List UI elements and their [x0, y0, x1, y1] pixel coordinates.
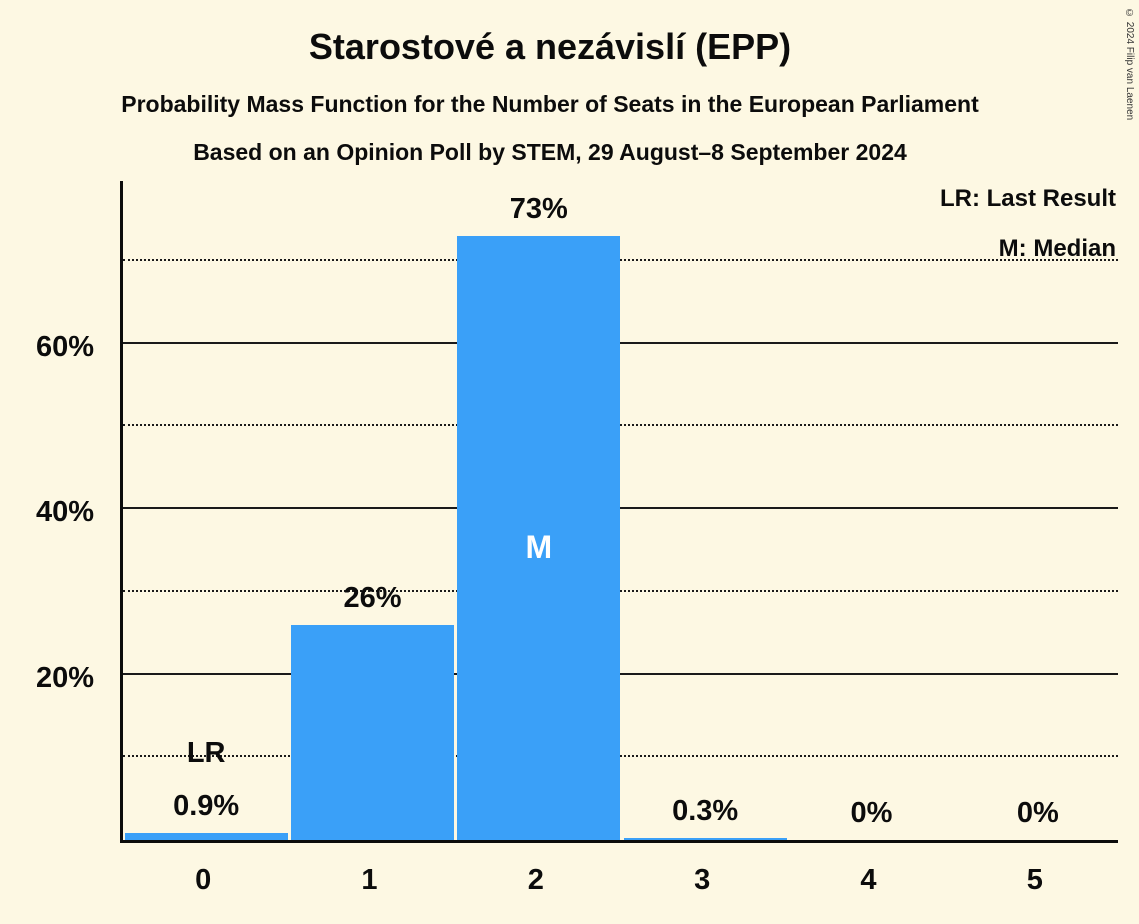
bar-seats-3	[623, 837, 787, 840]
x-axis-label-4: 4	[860, 864, 877, 896]
y-axis-label-60: 60%	[35, 330, 94, 363]
x-axis-labels: 0 1 2 3 4 5	[120, 864, 1118, 908]
x-axis-label-0: 0	[195, 864, 212, 896]
chart-subtitle: Probability Mass Function for the Number…	[121, 91, 979, 117]
chart-title: Starostové a nezávislí (EPP)	[308, 26, 792, 67]
x-axis-label-3: 3	[694, 864, 711, 896]
x-axis-label-2: 2	[527, 864, 544, 896]
gridline-dotted-10	[123, 755, 1118, 758]
x-axis-label-1: 1	[361, 864, 378, 896]
gridline-dotted-30	[123, 589, 1118, 592]
x-axis-label-5: 5	[1026, 864, 1043, 896]
gridline-dotted-70	[123, 258, 1118, 261]
gridline-dotted-50	[123, 424, 1118, 427]
bar-value-label-4: 0%	[850, 797, 893, 829]
copyright-text: © 2024 Filip van Laenen	[1124, 8, 1135, 121]
gridline-solid-60	[123, 341, 1118, 344]
legend-last-result: LR: Last Result	[939, 185, 1116, 212]
bar-value-label-1: 26%	[343, 581, 402, 614]
y-axis-labels: 20% 40% 60%	[0, 181, 108, 843]
gridline-solid-40	[123, 507, 1118, 509]
gridline-solid-20	[123, 672, 1118, 675]
bar-seats-0	[124, 832, 288, 840]
plot-area: LR: Last Result M: Median 0.9% 26% 73% 0.3%…	[120, 181, 1118, 843]
chart-legend: LR: Last Result M: Median	[940, 185, 1116, 285]
last-result-marker-label: LR	[186, 737, 226, 769]
chart-source-line: Based on an Opinion Poll by STEM, 29 Aug…	[193, 139, 907, 165]
bar-seats-2	[457, 235, 621, 840]
legend-median: M: Median	[998, 235, 1116, 262]
bar-seats-1	[290, 624, 455, 840]
bar-value-label-3: 0.3%	[672, 794, 739, 827]
bar-value-label-5: 0%	[1016, 797, 1059, 829]
y-axis-label-40: 40%	[35, 496, 94, 528]
median-marker-label: M	[525, 529, 553, 565]
bar-value-label-2: 73%	[509, 192, 568, 225]
y-axis-label-20: 20%	[35, 661, 94, 694]
bar-value-label-0: 0.9%	[173, 789, 240, 822]
